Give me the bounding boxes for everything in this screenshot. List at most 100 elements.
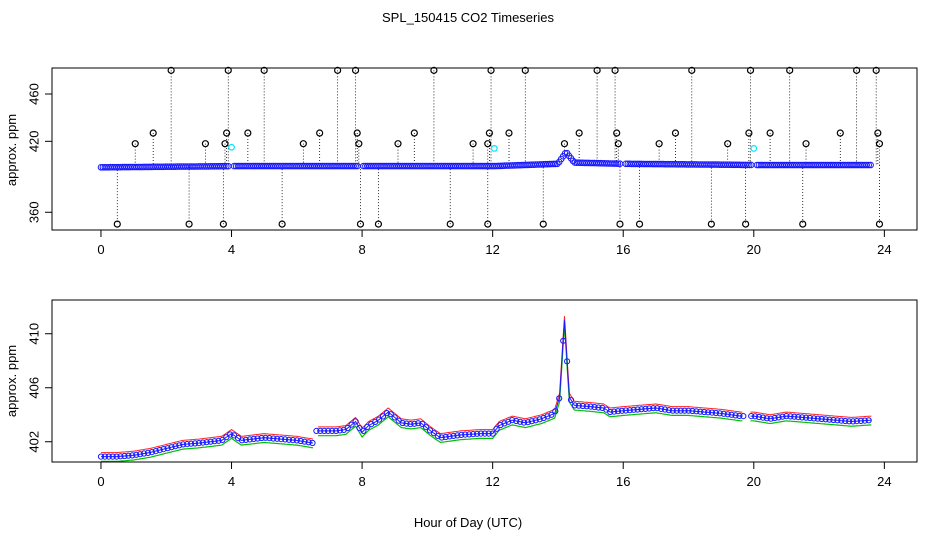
mean-point xyxy=(348,421,355,428)
outlier-point xyxy=(799,220,807,228)
mean-point xyxy=(180,441,187,448)
baseline-point xyxy=(221,162,228,170)
mean-point xyxy=(411,420,418,427)
mean-point xyxy=(423,424,430,431)
mean-point xyxy=(865,417,872,424)
mean-point xyxy=(857,417,865,424)
mean-point xyxy=(454,432,461,439)
mean-point xyxy=(407,421,414,428)
bottom-x-tick-label: 0 xyxy=(97,474,104,489)
mean-point xyxy=(156,447,163,454)
mean-point xyxy=(685,407,692,414)
mean-point xyxy=(501,420,508,427)
mean-point xyxy=(669,407,676,414)
top-x-tick-label: 8 xyxy=(358,242,365,257)
outlier-point xyxy=(611,66,619,74)
mean-point xyxy=(720,410,727,417)
mean-point xyxy=(383,410,390,417)
outlier-point xyxy=(394,140,402,148)
mean-point xyxy=(262,434,269,441)
bottom-x-axis: 0 4 8 12 16 20 24 xyxy=(97,461,892,489)
mean-point xyxy=(254,435,261,442)
outlier-point xyxy=(185,220,193,228)
bottom-x-tick-label: 4 xyxy=(228,474,235,489)
mean-point xyxy=(740,413,747,420)
mean-point xyxy=(466,431,473,438)
mean-point xyxy=(575,402,582,409)
outlier-point xyxy=(616,220,624,228)
outlier-point xyxy=(430,66,438,74)
mean-point xyxy=(446,433,453,440)
mean-point xyxy=(419,420,426,427)
mean-point xyxy=(552,408,559,415)
bottom-x-tick-label: 12 xyxy=(485,474,499,489)
outlier-point xyxy=(560,140,569,148)
mean-point xyxy=(626,407,633,414)
mean-point xyxy=(712,409,720,417)
baseline-point xyxy=(569,157,577,165)
baseline-point xyxy=(612,160,620,167)
mean-point xyxy=(117,453,124,460)
mean-point xyxy=(677,407,684,414)
mean-point xyxy=(826,416,833,423)
mean-point xyxy=(642,405,649,412)
mean-point xyxy=(564,358,571,365)
mean-point xyxy=(317,427,324,434)
mean-point xyxy=(403,420,410,427)
mean-point xyxy=(113,453,120,460)
mean-point xyxy=(309,439,316,447)
mean-point xyxy=(258,434,265,442)
outlier-point xyxy=(671,129,680,137)
mean-point xyxy=(246,436,253,443)
outlier-point xyxy=(219,220,227,228)
mean-point xyxy=(532,417,539,424)
mean-point xyxy=(571,402,579,409)
mean-point xyxy=(524,419,532,426)
mean-point xyxy=(191,440,199,447)
mean-point xyxy=(434,432,441,439)
mean-point xyxy=(211,438,218,445)
mean-point xyxy=(599,404,606,411)
cyan-point xyxy=(750,145,758,152)
mean-point xyxy=(144,449,152,456)
baseline-point xyxy=(863,161,871,169)
mean-point xyxy=(595,404,602,411)
mean-point xyxy=(701,408,708,416)
mean-point xyxy=(775,414,782,421)
top-plot-frame xyxy=(51,67,918,231)
mean-point xyxy=(748,413,755,420)
mean-point xyxy=(321,427,328,434)
outlier-point xyxy=(244,129,252,137)
outlier-point xyxy=(113,220,121,228)
outlier-point xyxy=(131,140,139,148)
mean-point xyxy=(125,452,132,459)
top-y-axis-label: approx. ppm xyxy=(4,114,19,186)
outlier-point xyxy=(487,66,495,74)
mean-point xyxy=(838,417,845,424)
outlier-point xyxy=(836,129,844,137)
mean-point xyxy=(763,415,770,422)
outlier-point xyxy=(786,66,794,74)
mean-point xyxy=(779,413,786,420)
mean-point xyxy=(301,438,308,445)
mean-point xyxy=(802,414,810,421)
mean-point xyxy=(356,424,363,432)
mean-point xyxy=(289,437,296,444)
mean-point xyxy=(810,415,818,422)
top-y-tick-label: 460 xyxy=(27,83,42,105)
mean-point xyxy=(536,416,543,423)
top-y-axis: 360 420 460 xyxy=(27,83,52,223)
outlier-point xyxy=(875,220,884,228)
outlier-point xyxy=(356,220,365,228)
mean-point xyxy=(540,414,547,422)
baseline-point xyxy=(865,161,873,169)
mean-point xyxy=(129,452,136,459)
mean-point xyxy=(227,431,234,438)
mean-point xyxy=(293,437,300,444)
mean-point xyxy=(654,405,661,412)
outlier-point xyxy=(351,66,360,74)
mean-point xyxy=(830,416,837,424)
outlier-point xyxy=(299,140,307,148)
upper-series-line xyxy=(318,316,743,435)
